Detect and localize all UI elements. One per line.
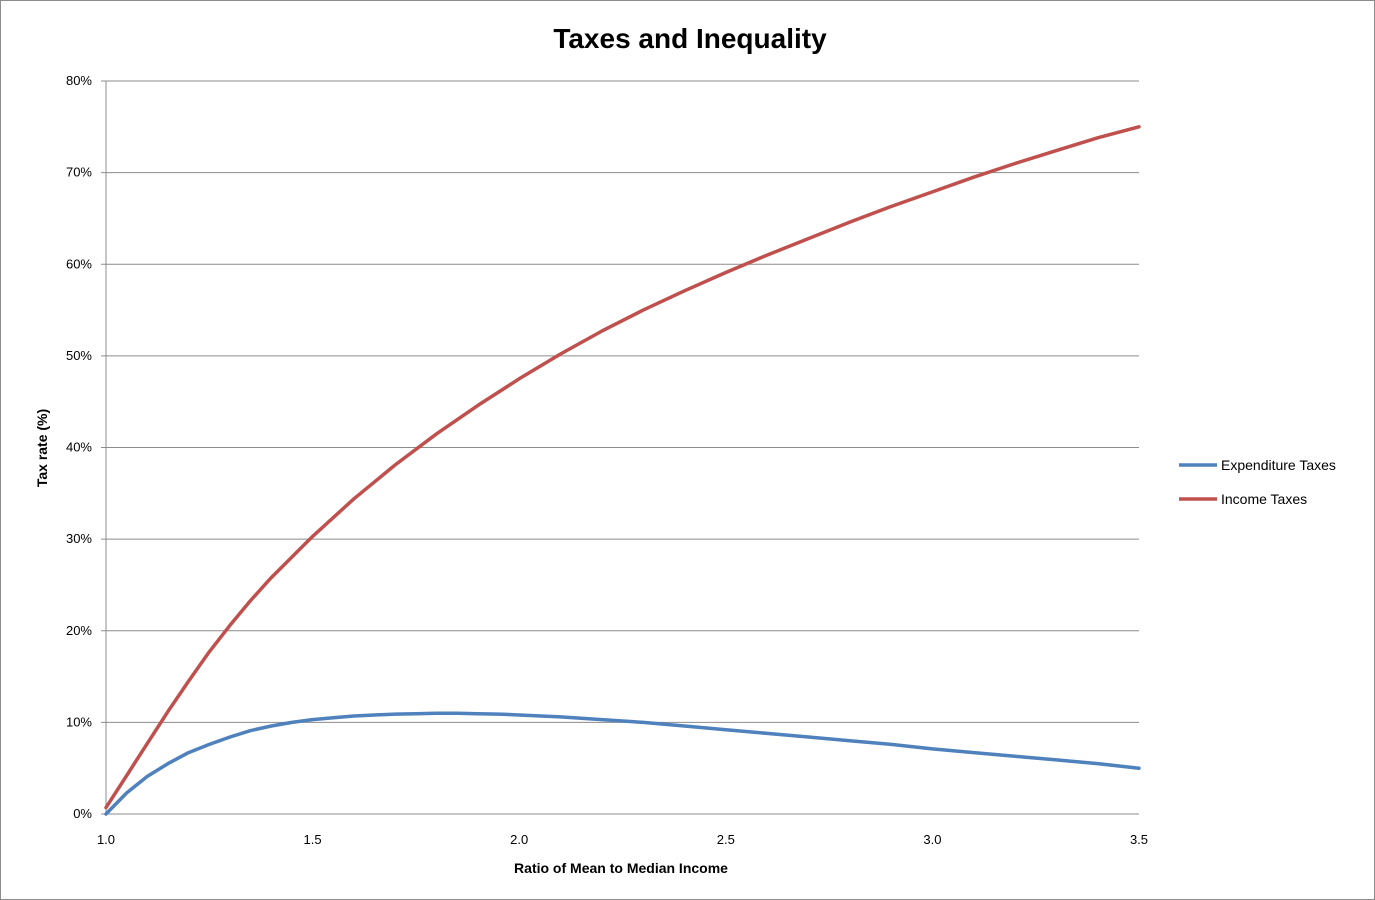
y-axis-label: Tax rate (%) (34, 409, 50, 487)
chart-title: Taxes and Inequality (553, 23, 827, 54)
x-tick-label: 2.5 (717, 832, 735, 847)
y-tick-label: 30% (66, 531, 92, 546)
y-tick-label: 60% (66, 256, 92, 271)
legend: Expenditure Taxes Income Taxes (1179, 457, 1336, 507)
x-tick-labels: 1.0 1.5 2.0 2.5 3.0 3.5 (97, 832, 1148, 847)
x-tick-label: 3.0 (923, 832, 941, 847)
series-line-expenditure-taxes (104, 711, 1141, 816)
x-tick-label: 1.5 (304, 832, 322, 847)
y-tick-labels: 0% 10% 20% 30% 40% 50% 60% 70% 80% (66, 73, 92, 821)
y-tick-label: 20% (66, 623, 92, 638)
gridlines (101, 80, 1139, 815)
y-tick-label: 40% (66, 440, 92, 455)
series-line-income-taxes (104, 125, 1141, 810)
x-axis-label: Ratio of Mean to Median Income (514, 860, 728, 876)
axes (105, 81, 1139, 815)
x-tick-label: 3.5 (1130, 832, 1148, 847)
y-tick-label: 80% (66, 73, 92, 88)
y-tick-label: 10% (66, 714, 92, 729)
y-tick-label: 50% (66, 348, 92, 363)
series-lines (104, 125, 1141, 816)
y-tick-label: 70% (66, 165, 92, 180)
legend-entry: Expenditure Taxes (1221, 457, 1336, 473)
x-tick-label: 2.0 (510, 832, 528, 847)
x-tick-label: 1.0 (97, 832, 115, 847)
y-tick-label: 0% (73, 806, 92, 821)
legend-entry: Income Taxes (1221, 491, 1307, 507)
